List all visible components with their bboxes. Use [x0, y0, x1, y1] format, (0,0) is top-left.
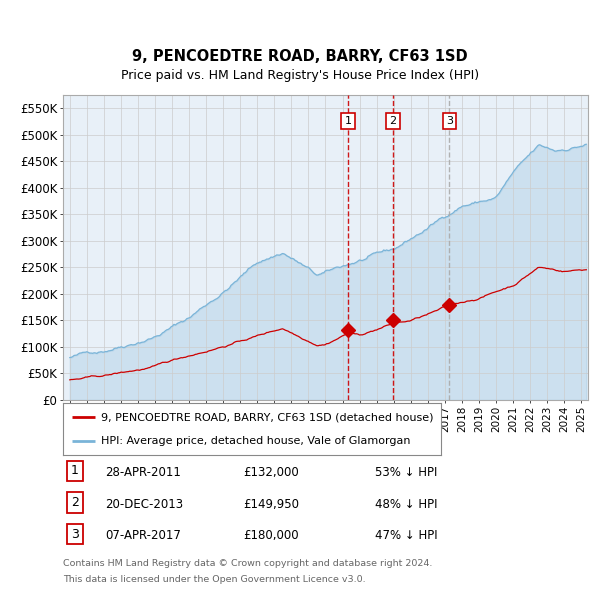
Text: 9, PENCOEDTRE ROAD, BARRY, CF63 1SD (detached house): 9, PENCOEDTRE ROAD, BARRY, CF63 1SD (det…	[101, 412, 433, 422]
Text: 53% ↓ HPI: 53% ↓ HPI	[375, 466, 437, 479]
Text: Price paid vs. HM Land Registry's House Price Index (HPI): Price paid vs. HM Land Registry's House …	[121, 69, 479, 82]
Text: 48% ↓ HPI: 48% ↓ HPI	[375, 497, 437, 510]
Text: £149,950: £149,950	[243, 497, 299, 510]
Text: 47% ↓ HPI: 47% ↓ HPI	[375, 529, 437, 542]
Text: 20-DEC-2013: 20-DEC-2013	[105, 497, 183, 510]
Text: £132,000: £132,000	[243, 466, 299, 479]
Text: 28-APR-2011: 28-APR-2011	[105, 466, 181, 479]
Text: 2: 2	[389, 116, 397, 126]
Text: 2: 2	[71, 496, 79, 509]
Text: 07-APR-2017: 07-APR-2017	[105, 529, 181, 542]
Text: 1: 1	[344, 116, 352, 126]
Text: £180,000: £180,000	[243, 529, 299, 542]
Text: HPI: Average price, detached house, Vale of Glamorgan: HPI: Average price, detached house, Vale…	[101, 436, 410, 446]
Text: 1: 1	[71, 464, 79, 477]
Text: This data is licensed under the Open Government Licence v3.0.: This data is licensed under the Open Gov…	[63, 575, 365, 585]
Text: 3: 3	[71, 527, 79, 540]
Text: 9, PENCOEDTRE ROAD, BARRY, CF63 1SD: 9, PENCOEDTRE ROAD, BARRY, CF63 1SD	[132, 50, 468, 64]
Text: Contains HM Land Registry data © Crown copyright and database right 2024.: Contains HM Land Registry data © Crown c…	[63, 559, 433, 569]
Text: 3: 3	[446, 116, 453, 126]
